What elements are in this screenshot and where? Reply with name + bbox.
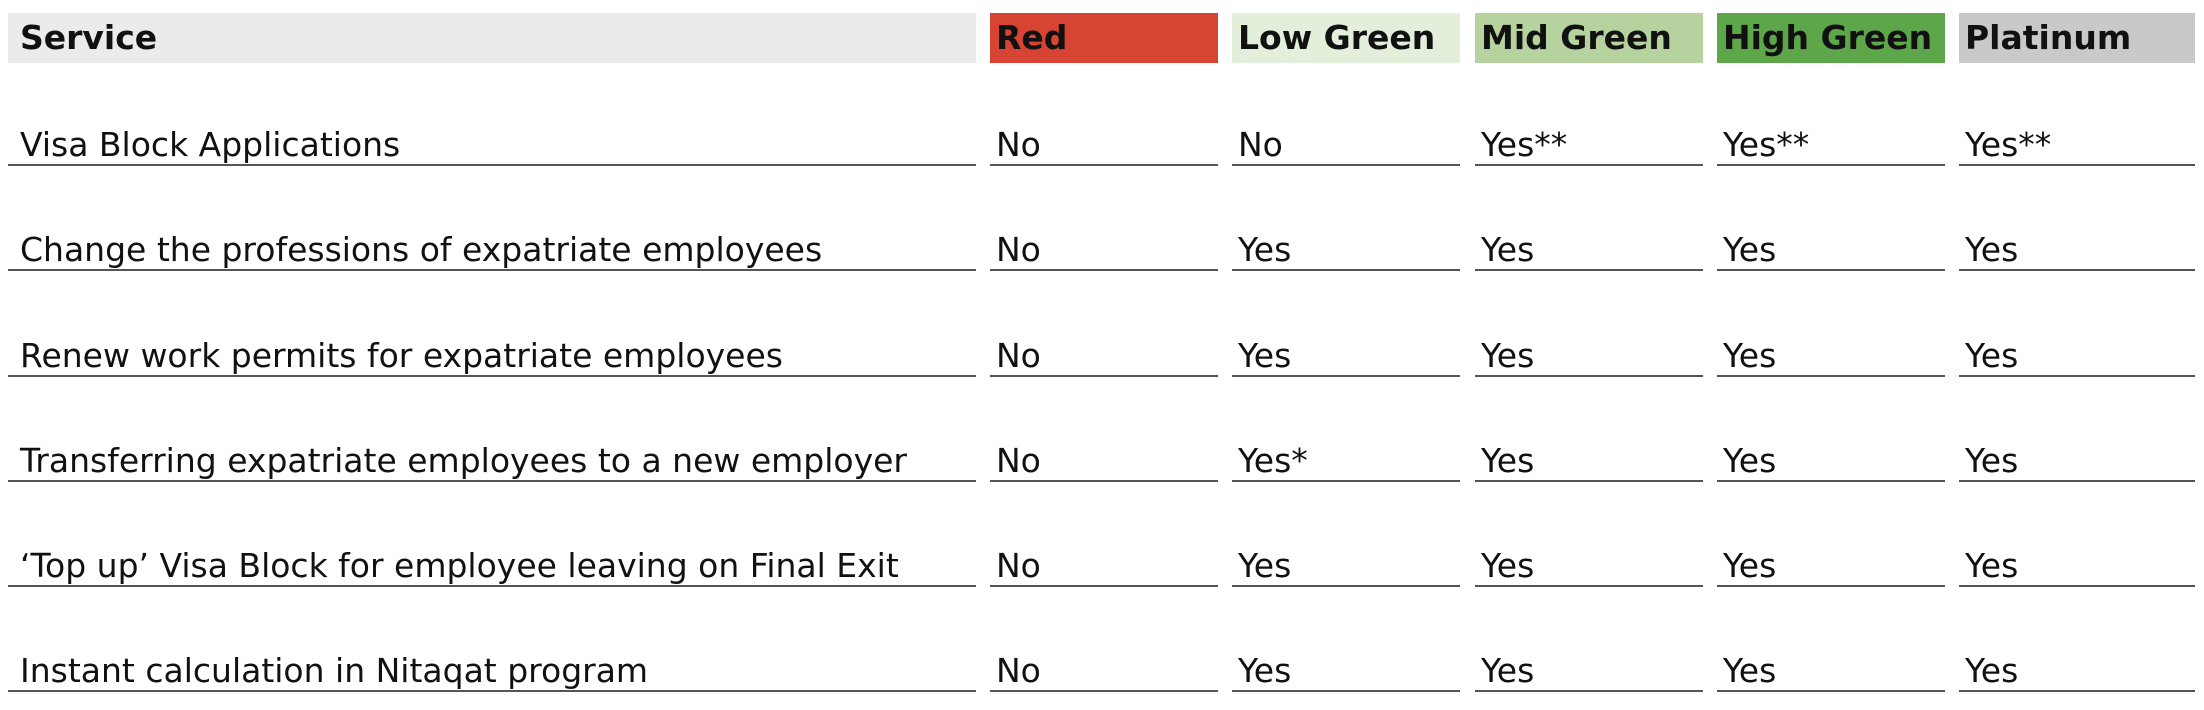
status-platinum: Yes (1959, 229, 2195, 271)
status-low-green: No (1232, 124, 1460, 166)
header-high-green: High Green (1717, 13, 1945, 63)
status-platinum: Yes (1959, 440, 2195, 482)
service-name: Visa Block Applications (8, 124, 976, 166)
status-high-green: Yes (1717, 440, 1945, 482)
status-red: No (990, 124, 1218, 166)
status-high-green: Yes (1717, 650, 1945, 692)
status-low-green: Yes (1232, 650, 1460, 692)
status-mid-green: Yes (1475, 335, 1703, 377)
status-low-green: Yes* (1232, 440, 1460, 482)
service-name: Renew work permits for expatriate employ… (8, 335, 976, 377)
status-low-green: Yes (1232, 335, 1460, 377)
status-platinum: Yes (1959, 650, 2195, 692)
status-high-green: Yes (1717, 545, 1945, 587)
service-name: Transferring expatriate employees to a n… (8, 440, 976, 482)
status-low-green: Yes (1232, 545, 1460, 587)
header-platinum: Platinum (1959, 13, 2195, 63)
status-mid-green: Yes (1475, 440, 1703, 482)
status-platinum: Yes (1959, 335, 2195, 377)
status-red: No (990, 650, 1218, 692)
status-platinum: Yes (1959, 545, 2195, 587)
status-mid-green: Yes (1475, 650, 1703, 692)
header-low-green: Low Green (1232, 13, 1460, 63)
service-name: Change the professions of expatriate emp… (8, 229, 976, 271)
status-high-green: Yes (1717, 229, 1945, 271)
status-red: No (990, 440, 1218, 482)
header-service: Service (8, 13, 976, 63)
status-high-green: Yes** (1717, 124, 1945, 166)
status-low-green: Yes (1232, 229, 1460, 271)
status-mid-green: Yes (1475, 229, 1703, 271)
status-red: No (990, 229, 1218, 271)
header-red: Red (990, 13, 1218, 63)
status-mid-green: Yes** (1475, 124, 1703, 166)
status-high-green: Yes (1717, 335, 1945, 377)
status-red: No (990, 545, 1218, 587)
service-name: ‘Top up’ Visa Block for employee leaving… (8, 545, 976, 587)
header-mid-green: Mid Green (1475, 13, 1703, 63)
status-red: No (990, 335, 1218, 377)
status-mid-green: Yes (1475, 545, 1703, 587)
status-platinum: Yes** (1959, 124, 2195, 166)
service-name: Instant calculation in Nitaqat program (8, 650, 976, 692)
